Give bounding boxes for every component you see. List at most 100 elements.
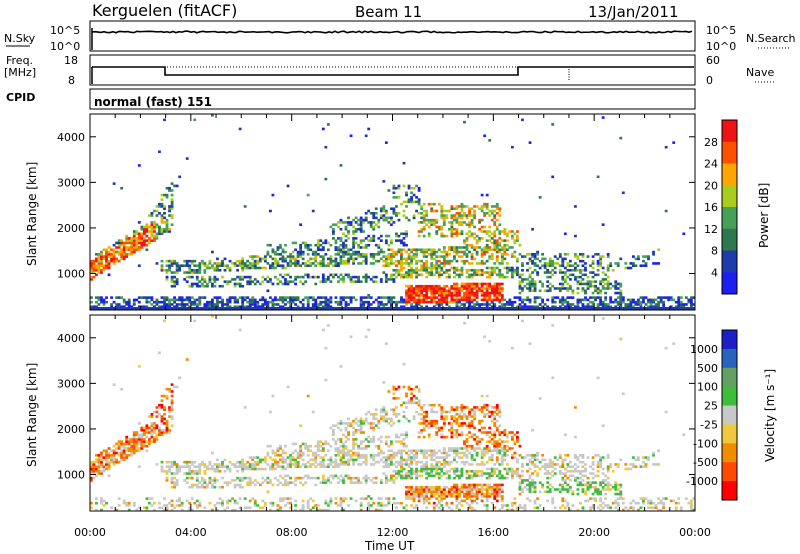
power-cell [642,259,645,263]
power-cell [110,305,113,309]
power-cell [362,259,366,263]
velocity-cell [200,479,204,482]
velocity-cell [342,497,345,500]
power-cell [153,300,156,304]
velocity-cell [268,410,272,414]
velocity-cell [339,440,343,443]
power-cell [531,271,534,274]
power-cell [468,294,471,297]
velocity-cell [296,456,300,459]
velocity-cell [402,476,406,480]
velocity-cell [395,435,398,439]
velocity-cell [266,490,270,494]
velocity-cell [165,431,169,434]
power-cell [480,255,484,258]
power-cell [432,202,436,206]
velocity-cell [387,499,391,503]
velocity-cell [440,508,444,512]
power-cell [425,271,429,274]
velocity-cell [437,485,441,489]
power-cell [337,300,340,304]
power-cell [107,266,111,270]
power-cell [432,289,436,293]
power-cell [447,268,451,272]
power-cell [453,250,456,254]
power-cell [284,257,287,261]
velocity-cell [238,485,242,489]
velocity-cell [349,422,353,425]
power-cell [556,296,560,299]
power-cell [415,275,419,279]
velocity-cell [332,438,335,441]
velocity-cell [251,467,255,471]
power-cell [410,291,413,295]
power-cell [437,202,441,206]
power-cell [236,264,240,267]
velocity-cell [465,447,469,450]
power-cell [460,268,464,272]
velocity-cell [329,481,333,484]
velocity-cell [175,499,179,503]
power-cell [412,257,416,261]
velocity-cell [387,501,391,505]
power-cell [173,300,177,304]
power-cell [170,259,174,263]
power-cell [591,271,595,274]
power-cell [382,264,386,267]
velocity-cell [430,465,434,468]
power-cell [110,253,113,256]
power-cell [110,255,113,258]
velocity-cell [425,465,429,468]
power-cell [485,248,489,252]
power-cell [377,253,381,256]
velocity-cell [412,417,416,421]
velocity-cell [112,383,116,386]
velocity-cell [120,449,124,453]
power-cell [223,264,227,267]
velocity-cell [160,422,164,425]
velocity-cell [407,387,411,391]
velocity-cell [410,485,413,489]
power-cell [571,303,575,306]
power-cell [440,232,444,236]
velocity-cell [415,476,419,480]
power-cell [591,291,595,295]
power-cell [616,282,620,286]
power-cell [268,280,272,283]
velocity-cell [334,424,338,427]
power-cell [601,287,605,290]
power-cell [591,262,595,265]
power-cell [281,305,285,309]
power-cell [185,298,189,302]
power-cell [594,296,597,299]
power-cell [599,264,603,267]
velocity-cell [437,428,441,432]
power-cell [352,225,355,229]
velocity-cell [208,467,212,471]
velocity-cell [372,435,376,439]
power-cell [349,134,353,138]
power-cell [430,218,434,222]
power-cell [140,227,144,231]
power-cell [485,250,489,254]
velocity-cell [374,413,378,416]
power-cell [435,268,439,272]
velocity-cell [364,444,368,448]
power-cell [145,248,149,252]
power-cell [395,205,398,208]
velocity-cell [412,458,416,462]
velocity-cell [324,440,328,443]
velocity-cell [455,460,459,464]
velocity-cell [115,460,119,464]
velocity-cell [140,426,144,430]
power-cell [95,257,98,261]
velocity-cell [442,447,446,450]
velocity-cell [238,506,242,510]
velocity-cell [437,501,441,505]
velocity-cell [279,481,282,484]
power-cell [289,300,292,304]
power-cell [440,296,444,299]
velocity-cell [130,444,134,448]
velocity-cell [165,508,169,512]
power-cell [387,221,391,224]
